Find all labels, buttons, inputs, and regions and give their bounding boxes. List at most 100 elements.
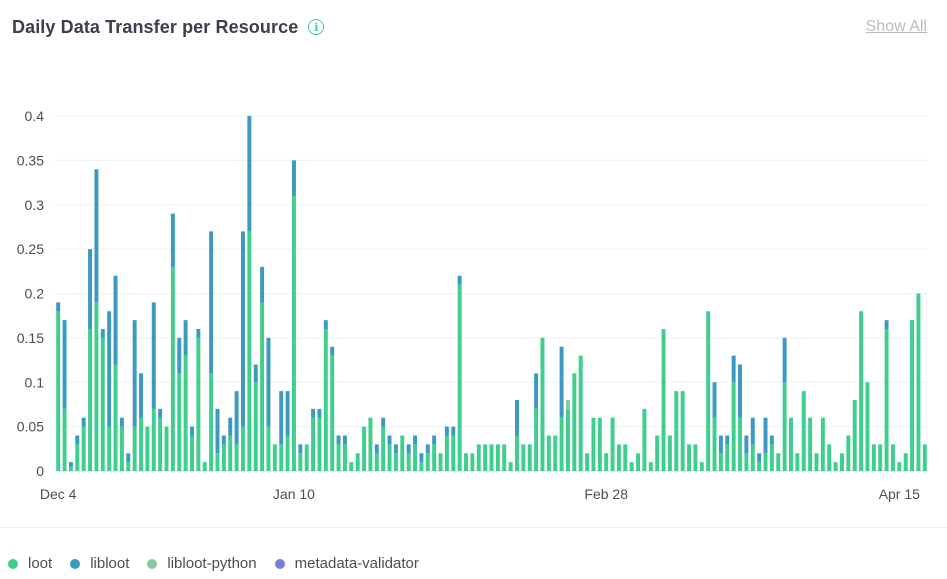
bar-stack[interactable] — [546, 435, 551, 472]
bar-stack[interactable] — [336, 435, 341, 472]
bar-stack[interactable] — [591, 417, 596, 471]
bar-stack[interactable] — [368, 417, 373, 471]
bar-segment-loot[interactable] — [183, 355, 188, 471]
bar-stack[interactable] — [311, 408, 316, 471]
bar-segment-loot[interactable] — [776, 453, 781, 471]
bar-segment-libloot[interactable] — [406, 444, 411, 454]
bar-segment-loot[interactable] — [597, 417, 602, 471]
bar-segment-loot[interactable] — [190, 435, 194, 472]
bar-segment-libloot[interactable] — [215, 408, 220, 454]
bar-stack[interactable] — [190, 426, 194, 472]
bar-stack[interactable] — [126, 453, 131, 471]
bar-stack[interactable] — [922, 444, 927, 471]
bar-stack[interactable] — [221, 435, 226, 472]
bar-segment-loot[interactable] — [126, 462, 131, 471]
bar-stack[interactable] — [470, 453, 475, 471]
bar-segment-loot[interactable] — [413, 444, 418, 471]
bar-segment-loot[interactable] — [693, 444, 698, 471]
bar-segment-loot[interactable] — [425, 453, 430, 471]
bar-stack[interactable] — [890, 444, 895, 471]
bar-segment-libloot[interactable] — [56, 302, 61, 312]
bar-segment-loot[interactable] — [75, 444, 80, 471]
bar-stack[interactable] — [279, 391, 284, 471]
bar-segment-loot[interactable] — [852, 400, 857, 471]
bar-stack[interactable] — [502, 444, 507, 471]
bar-stack[interactable] — [425, 444, 430, 471]
bar-stack[interactable] — [515, 400, 519, 471]
legend-item-libloot[interactable]: libloot — [70, 555, 129, 572]
bar-segment-libloot[interactable] — [266, 337, 271, 427]
bar-stack[interactable] — [871, 444, 876, 471]
bar-stack[interactable] — [113, 275, 118, 471]
bar-stack[interactable] — [215, 408, 220, 471]
bar-segment-libloot[interactable] — [196, 329, 201, 338]
bar-segment-loot[interactable] — [158, 417, 163, 471]
bar-segment-libloot[interactable] — [68, 462, 73, 467]
bar-segment-loot[interactable] — [291, 195, 296, 471]
bar-segment-libloot[interactable] — [444, 426, 449, 436]
bar-segment-loot[interactable] — [718, 453, 723, 471]
bar-segment-loot[interactable] — [661, 329, 666, 471]
bar-segment-libloot[interactable] — [342, 435, 347, 445]
bar-segment-loot[interactable] — [387, 444, 392, 471]
bar-segment-loot[interactable] — [253, 382, 258, 471]
bar-segment-loot[interactable] — [782, 382, 787, 471]
bar-stack[interactable] — [604, 453, 609, 471]
bar-stack[interactable] — [642, 408, 647, 471]
bar-stack[interactable] — [801, 391, 806, 471]
bar-segment-libloot[interactable] — [100, 329, 105, 338]
bar-segment-loot[interactable] — [655, 435, 660, 472]
bar-stack[interactable] — [374, 444, 379, 471]
bar-segment-libloot-python[interactable] — [565, 400, 570, 409]
bar-stack[interactable] — [164, 426, 169, 471]
bar-stack[interactable] — [553, 435, 558, 472]
bar-stack[interactable] — [706, 311, 711, 471]
bar-segment-libloot[interactable] — [381, 417, 386, 427]
bar-segment-loot[interactable] — [151, 408, 156, 471]
bar-segment-libloot[interactable] — [132, 320, 137, 427]
bar-stack[interactable] — [655, 435, 660, 472]
bar-segment-loot[interactable] — [623, 444, 628, 471]
bar-stack[interactable] — [362, 426, 367, 471]
bar-segment-libloot[interactable] — [393, 444, 398, 454]
bar-segment-loot[interactable] — [667, 435, 672, 472]
bar-segment-libloot[interactable] — [769, 435, 774, 445]
bar-stack[interactable] — [827, 444, 832, 471]
bar-segment-loot[interactable] — [769, 444, 774, 471]
bar-segment-loot[interactable] — [565, 408, 570, 471]
bar-segment-loot[interactable] — [629, 462, 634, 471]
bar-segment-libloot[interactable] — [158, 408, 163, 418]
bar-segment-loot[interactable] — [457, 284, 462, 471]
bar-segment-loot[interactable] — [610, 417, 615, 471]
bar-segment-loot[interactable] — [814, 453, 819, 471]
bar-segment-loot[interactable] — [266, 426, 271, 471]
bar-segment-loot[interactable] — [725, 444, 730, 471]
bar-segment-loot[interactable] — [865, 382, 870, 471]
bar-segment-loot[interactable] — [527, 444, 532, 471]
bar-segment-libloot[interactable] — [718, 435, 723, 454]
bar-stack[interactable] — [693, 444, 698, 471]
bar-segment-loot[interactable] — [578, 355, 583, 471]
bar-segment-libloot[interactable] — [744, 435, 749, 454]
bar-segment-libloot[interactable] — [81, 417, 86, 427]
bar-stack[interactable] — [68, 462, 73, 471]
bar-segment-loot[interactable] — [196, 337, 201, 471]
bar-segment-loot[interactable] — [884, 329, 889, 471]
bar-segment-libloot[interactable] — [113, 275, 118, 365]
bar-segment-libloot[interactable] — [419, 453, 424, 463]
bar-segment-libloot[interactable] — [738, 364, 742, 418]
bar-stack[interactable] — [381, 417, 386, 471]
bar-stack[interactable] — [610, 417, 615, 471]
bar-segment-loot[interactable] — [744, 453, 749, 471]
bar-segment-loot[interactable] — [859, 311, 864, 471]
bar-segment-loot[interactable] — [636, 453, 641, 471]
bar-segment-loot[interactable] — [648, 462, 653, 471]
bar-stack[interactable] — [597, 417, 602, 471]
bar-stack[interactable] — [413, 435, 418, 472]
bar-stack[interactable] — [400, 435, 405, 472]
bar-segment-libloot[interactable] — [432, 435, 437, 445]
bar-stack[interactable] — [769, 435, 774, 472]
bar-segment-loot[interactable] — [272, 444, 277, 471]
bar-segment-loot[interactable] — [68, 466, 73, 471]
bar-stack[interactable] — [833, 462, 838, 471]
